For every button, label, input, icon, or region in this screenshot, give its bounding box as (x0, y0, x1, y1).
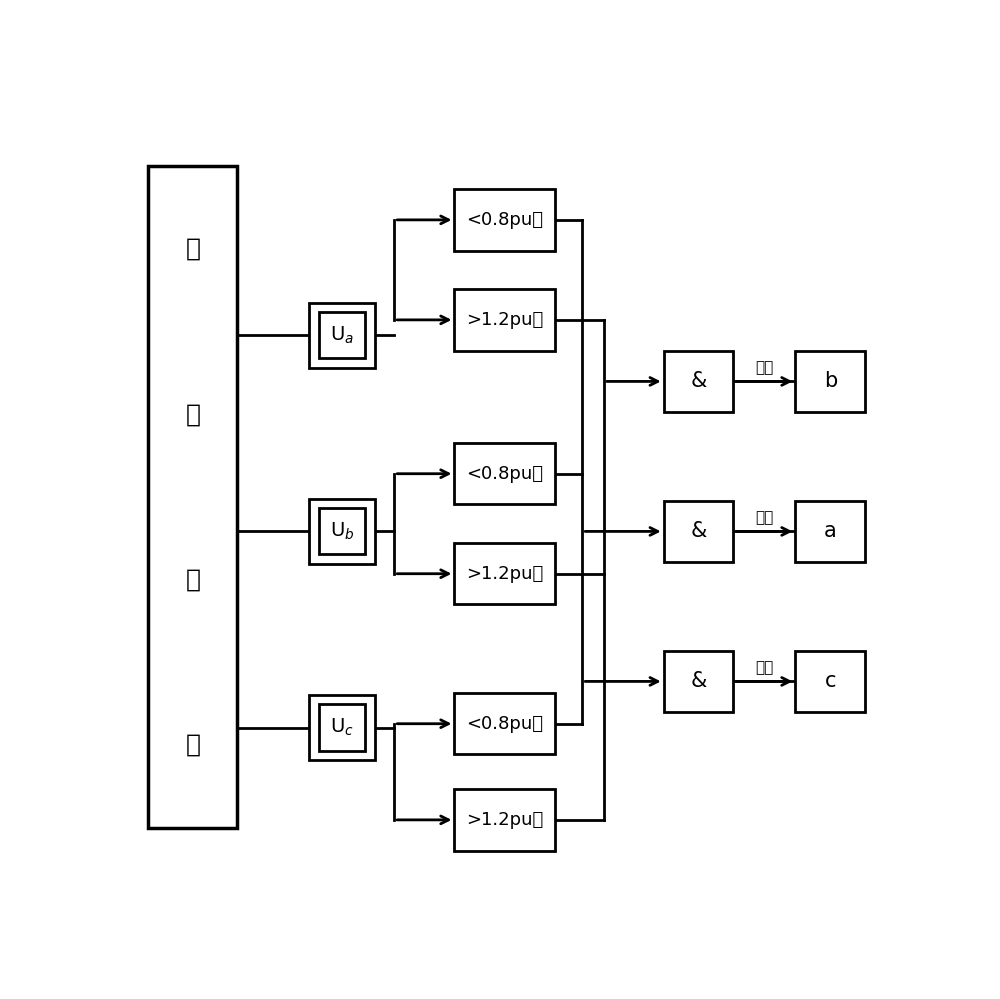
Text: <0.8pu？: <0.8pu？ (466, 465, 543, 483)
Text: 输出: 输出 (755, 361, 774, 376)
Text: 电: 电 (185, 567, 200, 591)
Text: 输出: 输出 (755, 660, 774, 675)
Text: &: & (690, 372, 707, 392)
Bar (319, 508, 365, 554)
Bar (664, 500, 733, 562)
Bar (795, 500, 865, 562)
Text: &: & (690, 671, 707, 691)
Text: <0.8pu？: <0.8pu？ (466, 211, 543, 229)
Text: 线: 线 (185, 403, 200, 427)
Text: >1.2pu？: >1.2pu？ (466, 311, 543, 329)
Bar (319, 312, 365, 359)
Text: <0.8pu？: <0.8pu？ (466, 714, 543, 732)
Text: c: c (824, 671, 836, 691)
Text: b: b (824, 372, 837, 392)
Bar (454, 693, 555, 754)
Text: $\mathrm{U}_{a}$: $\mathrm{U}_{a}$ (330, 325, 354, 346)
Bar (309, 695, 375, 760)
Text: >1.2pu？: >1.2pu？ (466, 564, 543, 582)
Bar (664, 650, 733, 712)
Bar (309, 499, 375, 564)
Text: 压: 压 (185, 733, 200, 757)
Text: $\mathrm{U}_{b}$: $\mathrm{U}_{b}$ (330, 520, 354, 542)
Bar (795, 650, 865, 712)
Bar (454, 543, 555, 604)
Bar (148, 166, 237, 827)
Bar (454, 289, 555, 351)
Bar (454, 189, 555, 251)
Bar (795, 351, 865, 413)
Text: &: & (690, 521, 707, 541)
Text: a: a (824, 521, 837, 541)
Bar (309, 303, 375, 368)
Text: 输出: 输出 (755, 510, 774, 525)
Bar (454, 443, 555, 504)
Bar (664, 351, 733, 413)
Text: 母: 母 (185, 237, 200, 261)
Text: >1.2pu？: >1.2pu？ (466, 811, 543, 829)
Text: $\mathrm{U}_{c}$: $\mathrm{U}_{c}$ (330, 717, 354, 738)
Bar (454, 789, 555, 851)
Bar (319, 704, 365, 750)
